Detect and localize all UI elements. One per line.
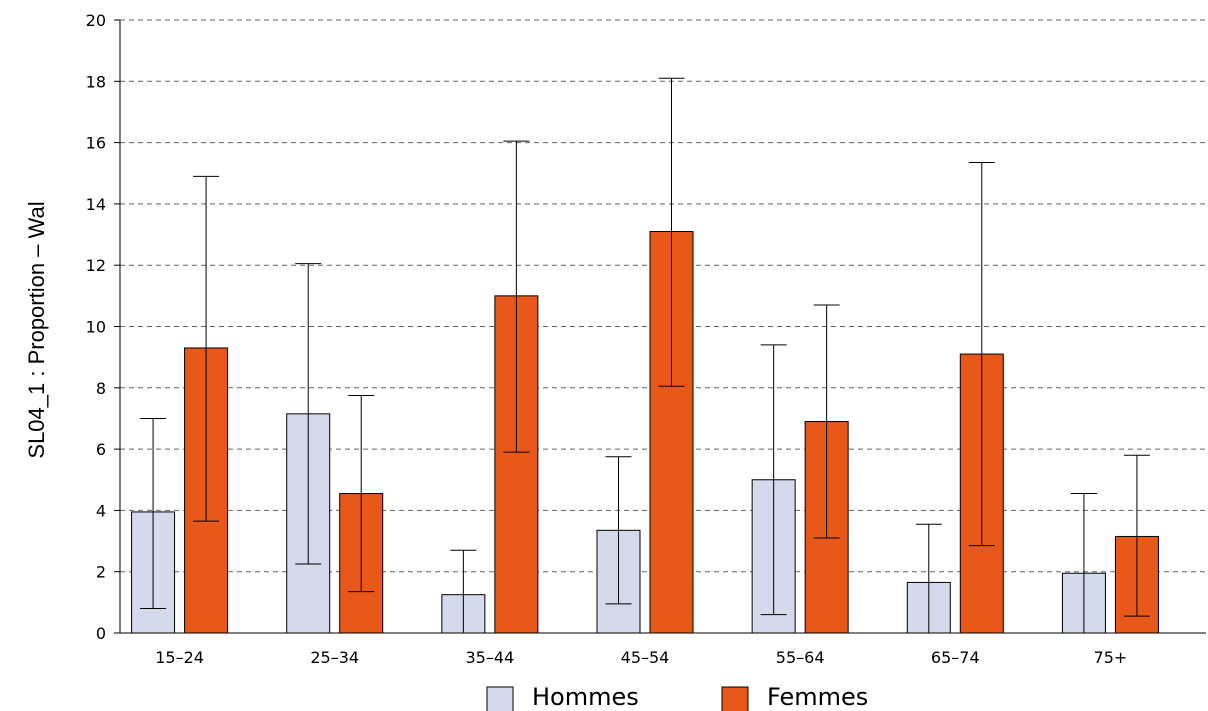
- y-tick-labels: 0 2 4 6 8 10 12 14 16 18 20: [86, 11, 106, 643]
- legend: Hommes Femmes: [486, 683, 868, 711]
- y-tick-label: 4: [96, 501, 106, 520]
- y-tick-label: 2: [96, 563, 106, 582]
- legend-swatch-hommes: [486, 686, 514, 711]
- x-tick-label: 65–74: [931, 648, 980, 667]
- x-tick-label: 55–64: [776, 648, 825, 667]
- y-tick-label: 18: [86, 72, 106, 91]
- y-tick-label: 12: [86, 256, 106, 275]
- y-tick-label: 16: [86, 134, 106, 153]
- x-tick-label: 45–54: [621, 648, 670, 667]
- y-tick-label: 6: [96, 440, 106, 459]
- y-tick-label: 10: [86, 318, 106, 337]
- x-tick-label: 25–34: [310, 648, 359, 667]
- y-axis-label: SL04_1 : Proportion – Wal: [24, 201, 49, 458]
- legend-label-femmes: Femmes: [767, 683, 868, 711]
- legend-swatch-femmes: [721, 686, 749, 711]
- axes: [114, 19, 1206, 634]
- x-tick-labels: 15–24 25–34 35–44 45–54 55–64 65–74 75+: [155, 648, 1127, 667]
- y-tick-label: 8: [96, 379, 106, 398]
- y-tick-label: 20: [86, 11, 106, 30]
- x-tick-label: 35–44: [465, 648, 514, 667]
- x-tick-label: 75+: [1094, 648, 1128, 667]
- y-tick-label: 0: [96, 624, 106, 643]
- x-tick-label: 15–24: [155, 648, 204, 667]
- bars: [131, 230, 1159, 634]
- y-tick-label: 14: [86, 195, 106, 214]
- legend-label-hommes: Hommes: [532, 683, 639, 711]
